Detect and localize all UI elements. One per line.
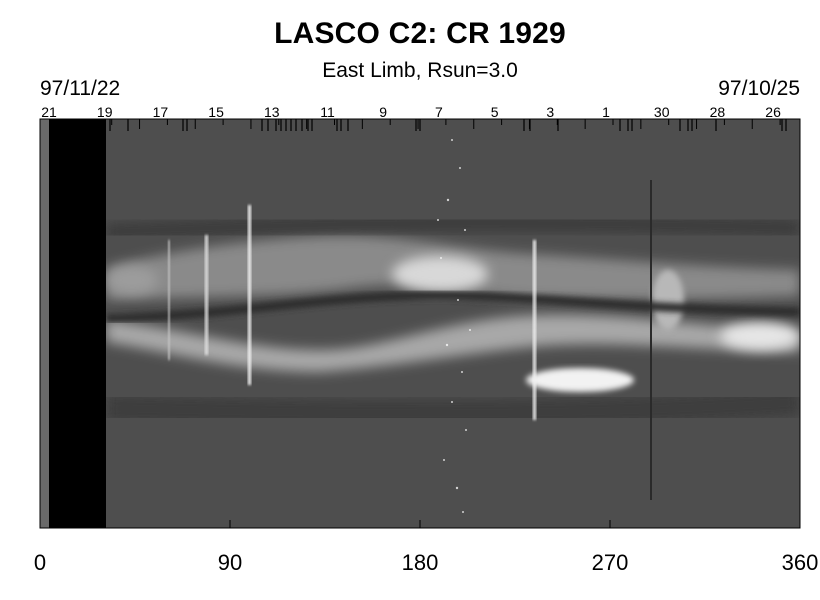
x-tick-label: 180	[402, 550, 439, 575]
day-tick-label: 1	[602, 104, 610, 120]
chart-title: LASCO C2: CR 1929	[274, 17, 566, 50]
day-tick-marks: 21 19 17 15 13 11 9 7 5 3 1 30 28 26	[41, 104, 787, 131]
day-tick-label: 15	[208, 104, 224, 120]
day-tick-label: 30	[654, 104, 670, 120]
x-tick-label: 360	[782, 550, 819, 575]
x-tick-label: 270	[592, 550, 629, 575]
start-date-label: 97/11/22	[40, 77, 121, 100]
chart-subtitle: East Limb, Rsun=3.0	[322, 59, 518, 82]
day-tick-label: 3	[546, 104, 554, 120]
x-axis: 0 90 180 270 360	[34, 520, 818, 575]
day-tick-label: 7	[435, 104, 443, 120]
x-tick-label: 0	[34, 550, 46, 575]
day-tick-label: 19	[97, 104, 113, 120]
day-tick-label: 13	[264, 104, 280, 120]
day-tick-label: 21	[41, 104, 57, 120]
day-tick-label: 11	[320, 104, 335, 120]
day-tick-label: 26	[765, 104, 781, 120]
x-tick-label: 90	[218, 550, 242, 575]
day-tick-label: 17	[153, 104, 169, 120]
day-tick-label: 5	[491, 104, 499, 120]
end-date-label: 97/10/25	[718, 77, 800, 100]
day-tick-label: 9	[379, 104, 387, 120]
heatmap-image	[40, 119, 800, 528]
day-tick-label: 28	[710, 104, 726, 120]
